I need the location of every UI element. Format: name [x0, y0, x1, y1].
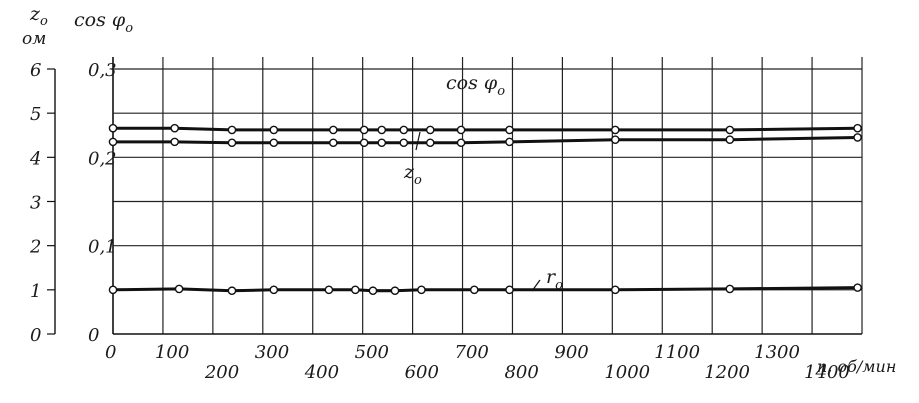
- series-point-1: [170, 137, 179, 147]
- series-label-sub-2: o: [555, 278, 563, 293]
- svg-text:cos φo: cos φo: [74, 9, 133, 36]
- series-point-2: [417, 285, 426, 295]
- series-line-1: [113, 136, 858, 145]
- left-axis-title: zo ом cos φo: [22, 3, 133, 49]
- series-point-2: [853, 283, 862, 292]
- series-point-0: [725, 125, 735, 135]
- x-tick-label: 1100: [654, 342, 700, 363]
- series-point-0: [456, 125, 466, 135]
- series-point-2: [174, 284, 184, 294]
- left-outer-tick-label: 3: [30, 193, 41, 214]
- series-point-0: [359, 125, 369, 135]
- svg-text:zo: zo: [29, 3, 48, 29]
- series-point-1: [328, 138, 338, 148]
- x-tick-label: 1000: [604, 362, 650, 383]
- x-tick-label: 200: [204, 362, 239, 383]
- series-point-2: [725, 284, 735, 294]
- series-point-0: [425, 125, 435, 135]
- series-point-2: [368, 286, 378, 296]
- x-axis-label: n, об/мин: [817, 357, 896, 376]
- left-axis-title-z-sub: o: [40, 14, 48, 29]
- series-point-1: [359, 138, 369, 148]
- left-axis-title-unit: ом: [22, 29, 46, 49]
- x-tick-label: 900: [554, 342, 588, 363]
- right-axis-title-cos: cos φ: [74, 9, 126, 31]
- series-label-sub-0: o: [497, 84, 505, 99]
- series-point-2: [505, 285, 514, 295]
- series-point-0: [108, 123, 118, 133]
- series-point-1: [456, 138, 466, 148]
- series-point-2: [469, 285, 479, 295]
- series-point-2: [108, 285, 118, 295]
- series-point-2: [269, 285, 279, 295]
- series-point-0: [505, 125, 514, 135]
- series-label-1: zo: [403, 161, 422, 188]
- left-outer-tick-label: 2: [29, 237, 41, 258]
- series-label-text-2: r: [546, 266, 557, 288]
- series-point-1: [269, 138, 279, 148]
- left-outer-tick-label: 0: [30, 325, 41, 346]
- x-tick-label: 800: [504, 362, 538, 383]
- series-point-0: [853, 123, 862, 133]
- series-leader-2: [531, 279, 541, 292]
- x-tick-label: 700: [455, 342, 489, 363]
- series-point-1: [425, 138, 435, 148]
- left-outer-tick-label: 5: [30, 104, 41, 125]
- left-inner-tick-label: 0,2: [88, 148, 117, 169]
- series-point-2: [390, 286, 400, 296]
- series-leader-1: [415, 131, 421, 151]
- series-label-sub-1: o: [414, 173, 422, 188]
- series-group: [108, 123, 862, 296]
- series-point-2: [610, 285, 620, 295]
- x-ticks: 0 100 200 300 400 500 600 700 800 900 100011001200…: [105, 342, 850, 383]
- series-line-0: [113, 126, 858, 132]
- left-axis-title-z: z: [29, 3, 41, 25]
- left-inner-tick-label: 0,3: [88, 60, 117, 81]
- series-point-1: [505, 137, 514, 147]
- series-line-2: [112, 286, 858, 293]
- series-point-0: [399, 125, 409, 135]
- x-tick-label: 1400: [804, 362, 850, 383]
- series-point-0: [227, 125, 237, 135]
- series-label-2: ro: [546, 266, 563, 293]
- left-inner-tick-label: 0: [88, 325, 99, 346]
- series-label-0: cos φo: [446, 72, 505, 99]
- series-point-2: [324, 285, 334, 295]
- x-tick-label: 400: [304, 362, 339, 383]
- series-point-2: [351, 285, 360, 295]
- series-point-0: [610, 125, 620, 135]
- series-point-0: [170, 123, 179, 133]
- series-point-1: [377, 138, 387, 148]
- right-axis-title-cos-sub: o: [125, 21, 133, 36]
- left-outer-tick-label: 4: [29, 148, 41, 169]
- series-point-1: [399, 138, 409, 148]
- series-point-0: [377, 125, 387, 135]
- left-inner-tick-label: 0,1: [88, 237, 117, 258]
- series-point-1: [108, 137, 118, 147]
- x-tick-label: 1200: [704, 362, 750, 383]
- left-outer-tick-label: 6: [30, 60, 41, 81]
- series-point-1: [610, 135, 620, 144]
- grid: [112, 57, 863, 335]
- x-tick-label: 300: [255, 342, 289, 363]
- left-inner-ticks: 0 0,1 0,2 0,3: [88, 60, 117, 346]
- left-outer-tick-label: 1: [30, 281, 41, 302]
- left-outer-ticks: 0 1 2 3 4 5 6: [29, 60, 56, 346]
- x-tick-label: 600: [405, 362, 439, 383]
- x-tick-label: 500: [355, 342, 389, 363]
- series-point-2: [227, 286, 237, 296]
- series-point-0: [269, 125, 279, 135]
- x-tick-label: 100: [155, 342, 189, 363]
- series-label-text-1: z: [403, 161, 415, 183]
- x-tick-label: 0: [105, 342, 116, 363]
- x-tick-label: 1300: [754, 342, 800, 363]
- series-point-0: [328, 125, 338, 135]
- series-label-text-0: cos φ: [446, 72, 498, 94]
- series-point-1: [725, 135, 735, 144]
- series-point-1: [227, 138, 237, 148]
- series-point-1: [853, 133, 862, 142]
